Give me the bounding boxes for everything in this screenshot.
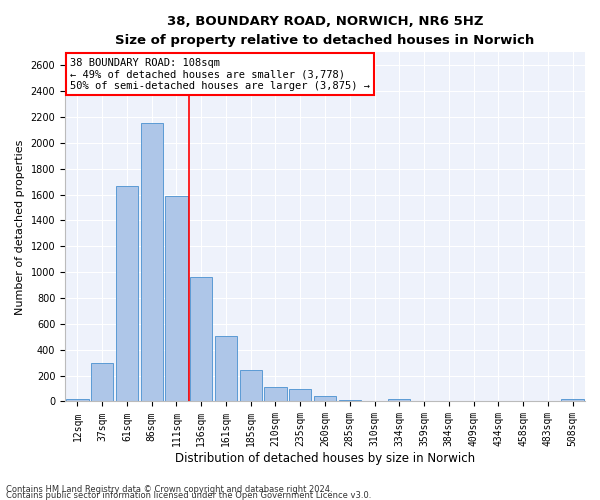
Bar bbox=[413, 401, 435, 402]
Bar bbox=[314, 396, 336, 402]
Bar bbox=[537, 401, 559, 402]
Bar bbox=[265, 386, 287, 402]
Bar bbox=[289, 389, 311, 402]
Bar bbox=[190, 278, 212, 402]
Bar bbox=[487, 401, 509, 402]
X-axis label: Distribution of detached houses by size in Norwich: Distribution of detached houses by size … bbox=[175, 452, 475, 465]
Bar bbox=[463, 401, 485, 402]
Bar bbox=[562, 399, 584, 402]
Bar bbox=[512, 401, 534, 402]
Text: 38 BOUNDARY ROAD: 108sqm
← 49% of detached houses are smaller (3,778)
50% of sem: 38 BOUNDARY ROAD: 108sqm ← 49% of detach… bbox=[70, 58, 370, 91]
Bar bbox=[166, 196, 188, 402]
Text: Contains public sector information licensed under the Open Government Licence v3: Contains public sector information licen… bbox=[6, 490, 371, 500]
Bar bbox=[66, 399, 89, 402]
Bar bbox=[91, 362, 113, 402]
Bar bbox=[388, 399, 410, 402]
Bar bbox=[437, 401, 460, 402]
Bar bbox=[140, 124, 163, 402]
Bar bbox=[338, 400, 361, 402]
Bar bbox=[364, 401, 386, 402]
Bar bbox=[215, 336, 237, 402]
Bar bbox=[239, 370, 262, 402]
Title: 38, BOUNDARY ROAD, NORWICH, NR6 5HZ
Size of property relative to detached houses: 38, BOUNDARY ROAD, NORWICH, NR6 5HZ Size… bbox=[115, 15, 535, 47]
Y-axis label: Number of detached properties: Number of detached properties bbox=[15, 139, 25, 314]
Text: Contains HM Land Registry data © Crown copyright and database right 2024.: Contains HM Land Registry data © Crown c… bbox=[6, 484, 332, 494]
Bar bbox=[116, 186, 138, 402]
